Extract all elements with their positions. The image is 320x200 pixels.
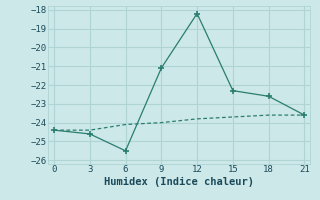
X-axis label: Humidex (Indice chaleur): Humidex (Indice chaleur) [104,177,254,187]
